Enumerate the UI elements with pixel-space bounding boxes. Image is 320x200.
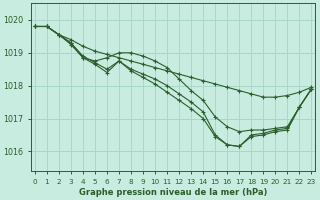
X-axis label: Graphe pression niveau de la mer (hPa): Graphe pression niveau de la mer (hPa)	[79, 188, 267, 197]
